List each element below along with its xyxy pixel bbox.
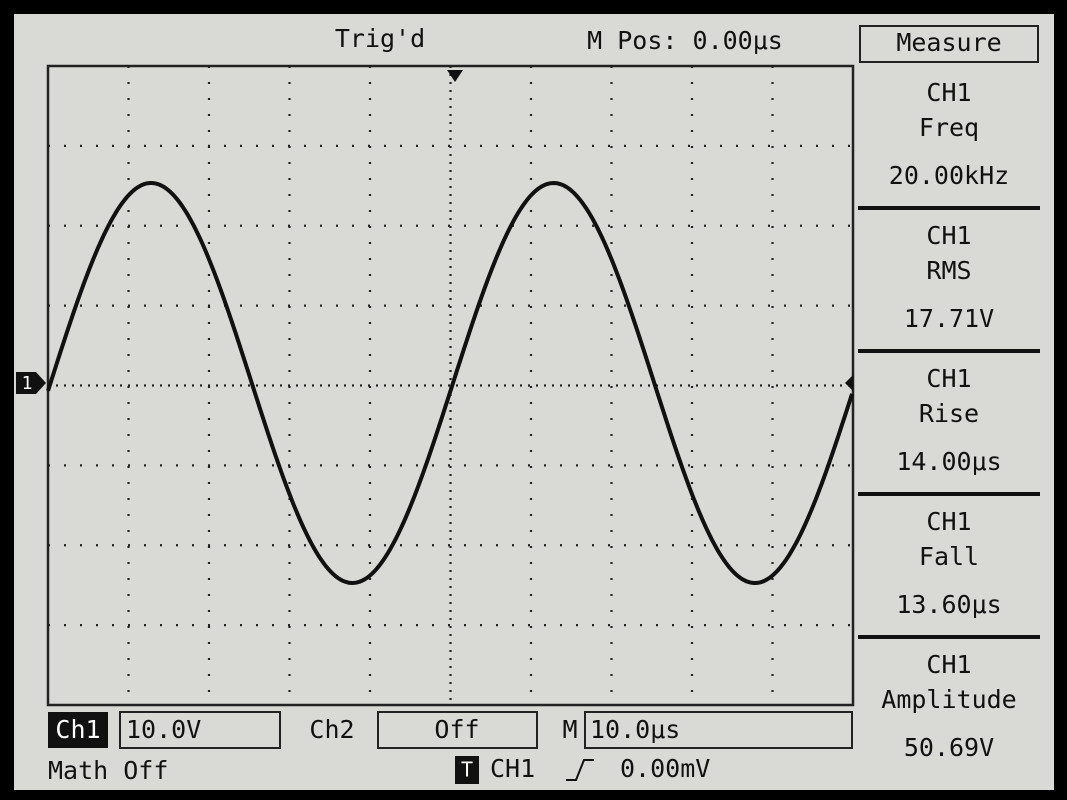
measure-name: RMS xyxy=(926,256,971,285)
ch1-scale-box xyxy=(119,711,281,749)
trigger-edge-icon xyxy=(566,759,594,781)
measure-name: Fall xyxy=(919,542,979,571)
horizontal-position: M Pos: 0.00μs xyxy=(587,26,783,55)
measure-panel: CH1 Freq 20.00kHz CH1 RMS 17.71V CH1 Rise 14.00μ… xyxy=(858,78,1040,762)
channel-marker xyxy=(16,372,46,394)
measure-value: 17.71V xyxy=(904,304,994,333)
ch1-label-box xyxy=(48,712,108,748)
channel-marker-label: 1 xyxy=(22,373,33,394)
timebase-label: M xyxy=(562,715,577,744)
trigger-status: Trig'd xyxy=(335,24,425,53)
trigger-label-box xyxy=(455,756,479,784)
measure-value: 14.00μs xyxy=(896,447,1001,476)
ch2-scale: Off xyxy=(434,715,479,744)
measure-name: Rise xyxy=(919,399,979,428)
trigger-position-marker xyxy=(447,70,463,82)
measure-name: Freq xyxy=(919,113,979,142)
trigger-label: T xyxy=(461,758,473,782)
ch1-label: Ch1 xyxy=(55,715,100,744)
measure-source: CH1 xyxy=(926,650,971,679)
screen-background xyxy=(14,14,1054,790)
ch2-label: Ch2 xyxy=(309,715,354,744)
ch2-scale-box xyxy=(377,711,538,749)
trigger-level: 0.00mV xyxy=(620,754,710,783)
ch1-scale: 10.0V xyxy=(126,715,201,744)
measure-source: CH1 xyxy=(926,78,971,107)
trigger-source: CH1 xyxy=(490,754,535,783)
measure-title: Measure xyxy=(896,28,1001,57)
measure-source: CH1 xyxy=(926,221,971,250)
timebase-box xyxy=(584,711,853,749)
math-status: Math Off xyxy=(48,756,168,785)
measure-source: CH1 xyxy=(926,507,971,536)
measure-value: 20.00kHz xyxy=(889,161,1009,190)
measure-value: 13.60μs xyxy=(896,590,1001,619)
measure-value: 50.69V xyxy=(904,733,994,762)
measure-source: CH1 xyxy=(926,364,971,393)
trigger-level-marker xyxy=(845,375,853,391)
waveform-trace xyxy=(46,180,854,586)
timebase-scale: 10.0μs xyxy=(590,715,680,744)
measure-name: Amplitude xyxy=(881,685,1016,714)
measure-title-box xyxy=(859,25,1039,63)
